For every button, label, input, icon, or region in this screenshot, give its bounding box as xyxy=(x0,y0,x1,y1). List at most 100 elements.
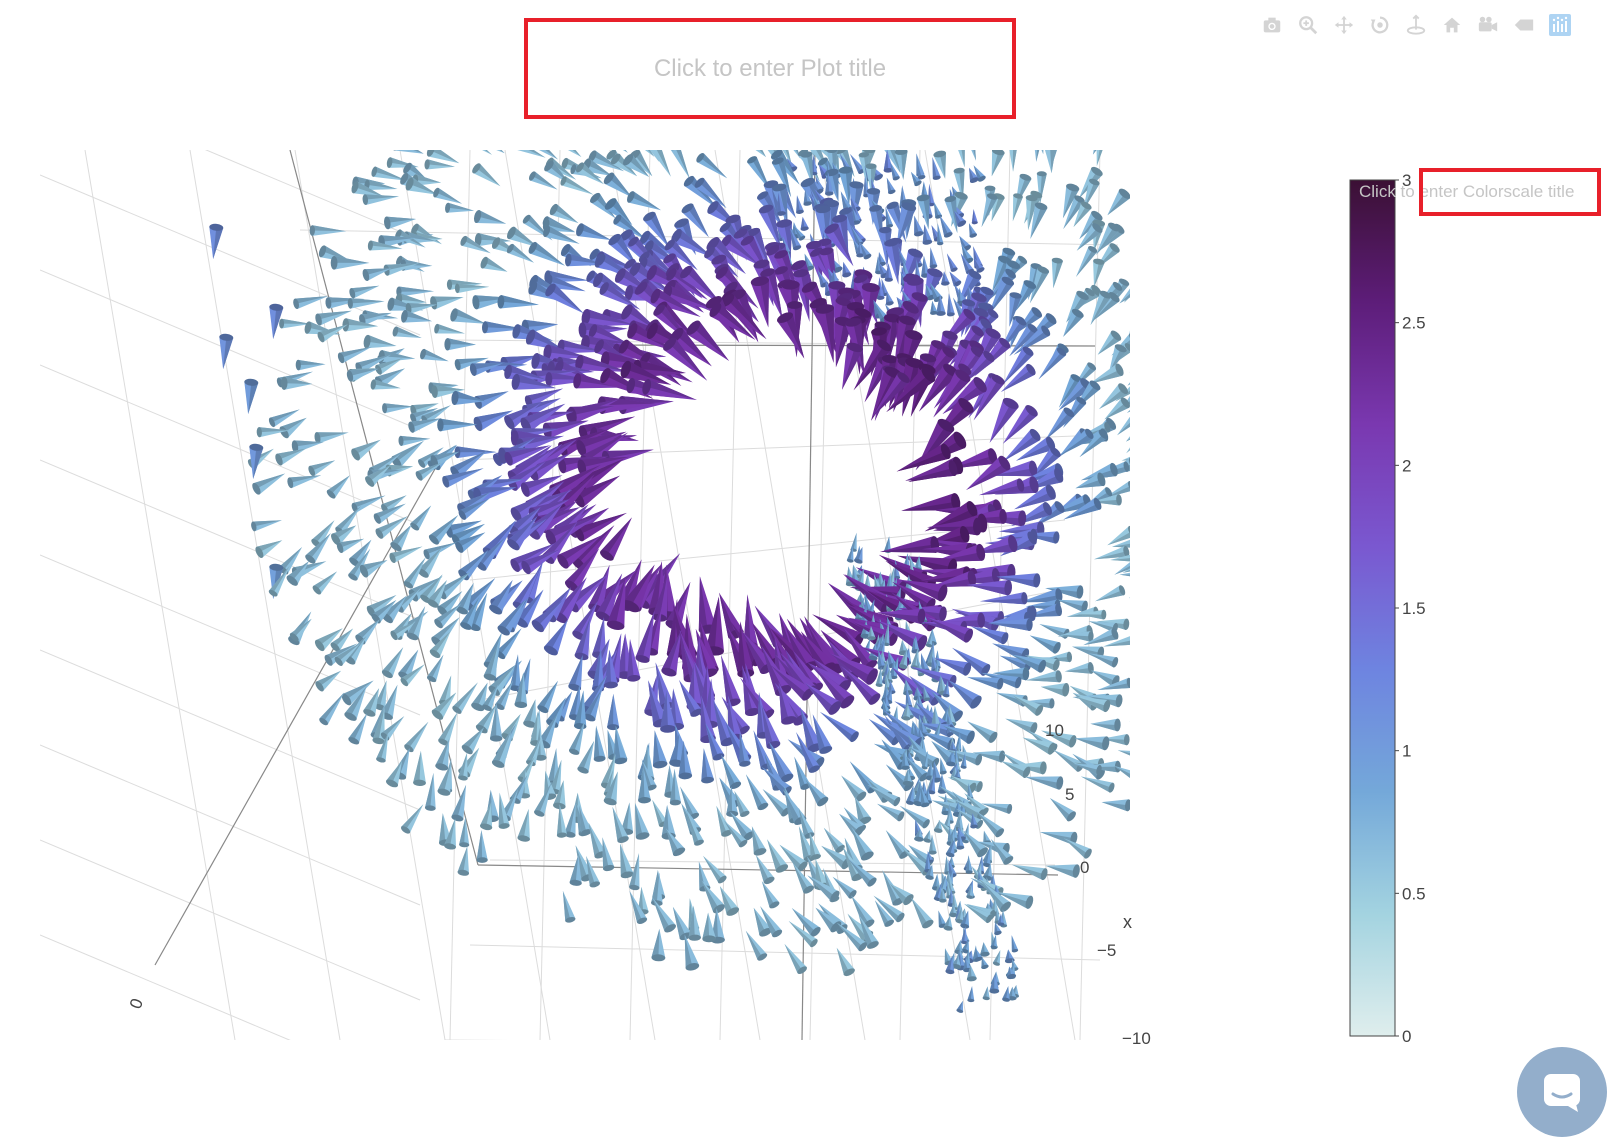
cone-mark xyxy=(1136,668,1173,682)
cone-mark xyxy=(337,346,372,364)
cone-mark xyxy=(921,750,928,770)
cone-mark xyxy=(426,150,460,164)
plotly-logo-button[interactable] xyxy=(1545,10,1575,40)
cone-mark xyxy=(905,756,929,782)
cone-mark xyxy=(853,339,892,391)
cone-mark xyxy=(962,87,976,123)
cone-mark xyxy=(1157,255,1186,287)
cone-mark xyxy=(1178,605,1207,618)
home-button[interactable] xyxy=(1437,10,1467,40)
cone-mark xyxy=(1079,429,1108,458)
cone-mark xyxy=(373,503,406,524)
cone-mark xyxy=(947,73,967,110)
hover-label-button[interactable] xyxy=(1509,10,1539,40)
cone-mark xyxy=(698,11,719,43)
cone-mark xyxy=(1211,403,1244,427)
cone-mark xyxy=(917,163,926,180)
cone-mark xyxy=(859,0,871,29)
cone-mark xyxy=(815,304,835,363)
cone-mark xyxy=(557,535,602,569)
cone-mark xyxy=(1041,150,1044,155)
cone-mark xyxy=(905,460,958,481)
cone-mark xyxy=(901,750,910,770)
cone-mark xyxy=(947,293,955,317)
cone-mark xyxy=(437,418,478,432)
colorbar-title-box[interactable] xyxy=(1419,168,1601,216)
cone-mark xyxy=(776,192,786,216)
cone-mark xyxy=(423,542,457,560)
cone-mark xyxy=(711,87,735,112)
plot-title-box[interactable]: Click to enter Plot title xyxy=(524,18,1016,119)
cone-mark xyxy=(1230,507,1264,519)
cone-mark xyxy=(597,75,625,93)
cone-mark xyxy=(696,153,728,179)
turntable-rotation-button[interactable] xyxy=(1401,10,1431,40)
cone-mark xyxy=(562,890,576,923)
cone-mark xyxy=(681,94,713,118)
camera-views-button[interactable] xyxy=(1473,10,1503,40)
cone-mark xyxy=(613,214,647,240)
cone-mark xyxy=(911,15,925,50)
cone-mark xyxy=(1002,986,1010,1002)
zoom-button[interactable] xyxy=(1293,10,1323,40)
cone-mark xyxy=(824,99,837,133)
cone-mark xyxy=(556,804,568,838)
cone-mark xyxy=(623,26,652,51)
plot-title-placeholder[interactable]: Click to enter Plot title xyxy=(653,54,887,82)
cone-mark xyxy=(1110,554,1130,562)
cone-mark xyxy=(996,573,1041,588)
cone-mark xyxy=(474,209,507,224)
grid-line xyxy=(1079,150,1101,1040)
cone-mark xyxy=(673,27,693,59)
cone-mark xyxy=(1064,662,1094,674)
cone-mark xyxy=(315,310,352,326)
x-axis-label: x xyxy=(1123,912,1132,932)
cone-mark xyxy=(384,216,417,230)
cone-mark xyxy=(954,210,967,227)
cone-mark xyxy=(903,679,913,696)
cone-mark xyxy=(362,194,399,205)
orbit-rotation-button[interactable] xyxy=(1365,10,1395,40)
cone-mark xyxy=(255,540,283,558)
cone-mark xyxy=(507,226,539,248)
cone-mark xyxy=(696,29,716,55)
pan-button[interactable] xyxy=(1329,10,1359,40)
cone-mark xyxy=(1191,551,1223,570)
camera-button[interactable] xyxy=(1257,10,1287,40)
cone-mark xyxy=(1128,597,1130,599)
cone-mark xyxy=(936,294,946,316)
cone-mark xyxy=(827,104,837,138)
cone-mark xyxy=(429,631,451,659)
cone-mark xyxy=(890,161,900,181)
cone-mark xyxy=(680,265,724,307)
cone-mark xyxy=(351,439,381,461)
cone-mark xyxy=(475,704,497,734)
cone-mark xyxy=(969,167,979,183)
cone-mark xyxy=(454,283,490,294)
cone-mark xyxy=(1231,405,1267,420)
cone-mark xyxy=(408,418,442,433)
grid-line xyxy=(40,744,421,906)
cone-mark xyxy=(575,162,604,185)
cone-mark xyxy=(1024,776,1064,790)
cone-mark xyxy=(758,204,782,251)
x-tick-label: 5 xyxy=(1065,785,1074,804)
cone-mark xyxy=(1037,150,1038,151)
cone-mark xyxy=(892,68,905,96)
cone-mark xyxy=(549,203,579,224)
cone-mark xyxy=(885,290,894,306)
cone-mark xyxy=(898,648,908,669)
cone-mark xyxy=(405,177,438,195)
cone-mark xyxy=(1140,512,1168,535)
cone-mark xyxy=(923,685,931,702)
cone-mark xyxy=(894,104,905,135)
cone-mark xyxy=(955,98,968,129)
cone-mark xyxy=(476,830,488,863)
cone-mark xyxy=(1122,568,1130,573)
cone-mark xyxy=(1212,329,1242,349)
cone-mark xyxy=(1038,347,1067,380)
cone-mark xyxy=(362,268,392,282)
cone-mark xyxy=(884,239,899,285)
chat-button[interactable] xyxy=(1517,1047,1607,1137)
